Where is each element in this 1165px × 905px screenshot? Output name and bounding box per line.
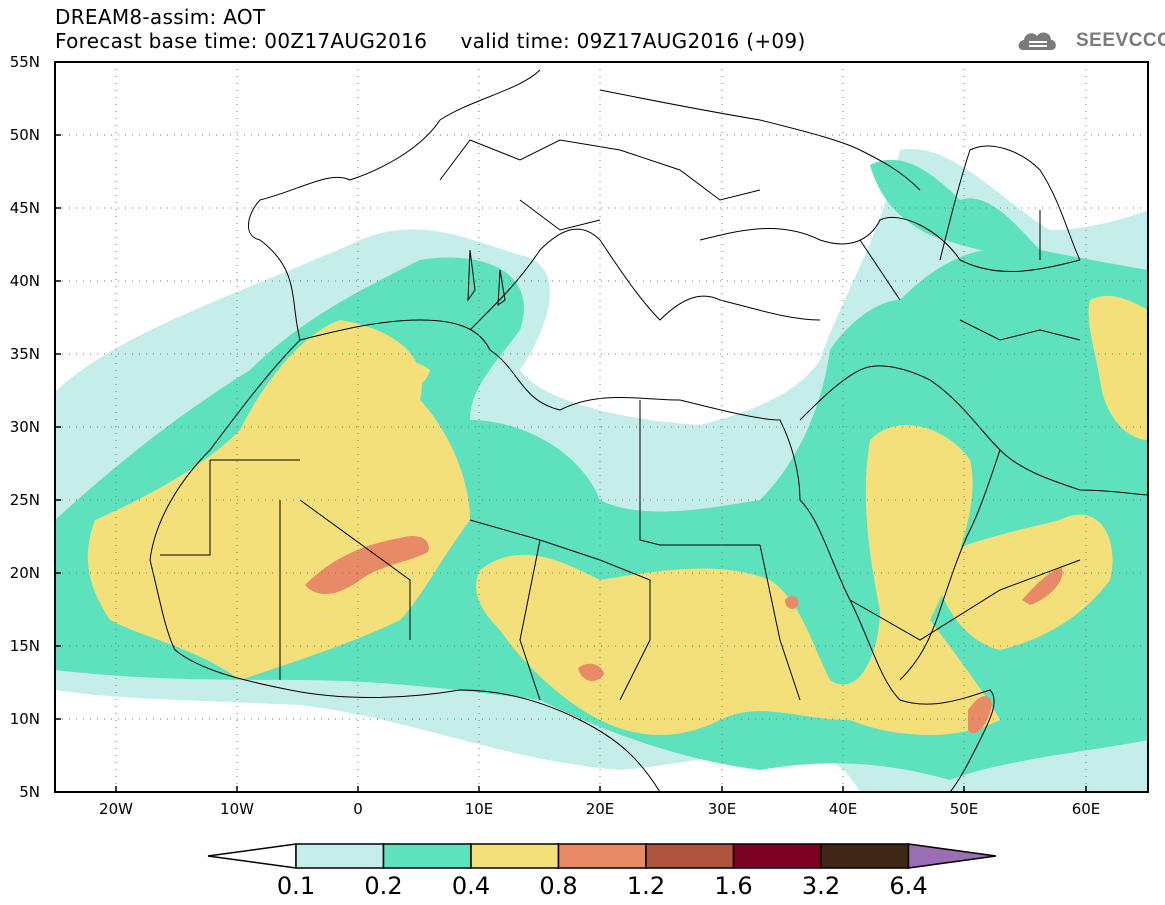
lat-label: 10N	[9, 710, 40, 728]
colorbar-swatch-0.8	[557, 843, 647, 869]
colorbar-swatch-3.2	[820, 843, 910, 869]
colorbar-label: 0.4	[451, 872, 491, 900]
lat-label: 5N	[19, 783, 40, 801]
lon-label: 30E	[707, 800, 737, 818]
colorbar	[207, 843, 997, 869]
colorbar-label: 6.4	[889, 872, 928, 900]
aot-band-0.4-wmed	[344, 358, 430, 393]
lat-label: 45N	[9, 199, 40, 217]
aot-band-0.8-chad	[578, 663, 604, 681]
lat-label: 15N	[9, 637, 40, 655]
map-title: DREAM8-assim: AOT	[55, 5, 266, 29]
colorbar-label: 3.2	[801, 872, 841, 900]
logo-text: SEEVCCC	[1076, 30, 1165, 51]
valid-time-label: valid time: 09Z17AUG2016 (+09)	[460, 29, 806, 53]
colorbar-swatch-0.1	[295, 843, 385, 869]
aot-band-0.8-somalia	[968, 695, 992, 734]
lon-label: 10W	[220, 800, 254, 818]
lat-label: 40N	[9, 272, 40, 290]
axis-ticks	[55, 134, 1087, 792]
colorbar-label: 0.1	[276, 872, 316, 900]
lat-label: 50N	[9, 126, 40, 144]
lat-label: 25N	[9, 491, 40, 509]
time-info: Forecast base time: 00Z17AUG2016 valid t…	[55, 30, 806, 52]
colorbar-over-arrow	[907, 843, 997, 869]
colorbar-swatch-1.6	[732, 843, 822, 869]
graticule	[55, 62, 1148, 792]
lat-label: 55N	[9, 53, 40, 71]
colorbar-label: 1.6	[714, 872, 753, 900]
lon-label: 20E	[585, 800, 615, 818]
aot-band-0.8-oman	[1022, 568, 1063, 605]
cloud-icon	[1018, 32, 1056, 50]
colorbar-label: 1.2	[626, 872, 666, 900]
base-time-label: Forecast base time: 00Z17AUG2016	[55, 29, 428, 53]
colorbar-under-arrow	[207, 843, 297, 869]
colorbar-swatch-0.2	[382, 843, 472, 869]
lat-label: 35N	[9, 345, 40, 363]
lon-label: 10E	[464, 800, 494, 818]
aot-band-0.8-sudan	[785, 595, 799, 609]
aot-band-0.8-sahara	[305, 535, 429, 595]
lon-label: 0	[353, 800, 363, 818]
aot-band-0.4	[87, 320, 471, 680]
aot-band-0.4-iran	[1088, 295, 1148, 440]
coastlines	[149, 69, 1148, 792]
aot-band-0.4-east	[476, 425, 1000, 735]
lon-label: 60E	[1071, 800, 1101, 818]
lat-label: 20N	[9, 564, 40, 582]
lon-label: 20W	[99, 800, 133, 818]
colorbar-swatch-1.2	[645, 843, 735, 869]
colorbar-swatch-0.4	[470, 843, 560, 869]
colorbar-label: 0.8	[539, 872, 578, 900]
lon-label: 40E	[828, 800, 858, 818]
lat-label: 30N	[9, 418, 40, 436]
lon-label: 50E	[949, 800, 979, 818]
colorbar-label: 0.2	[364, 872, 403, 900]
